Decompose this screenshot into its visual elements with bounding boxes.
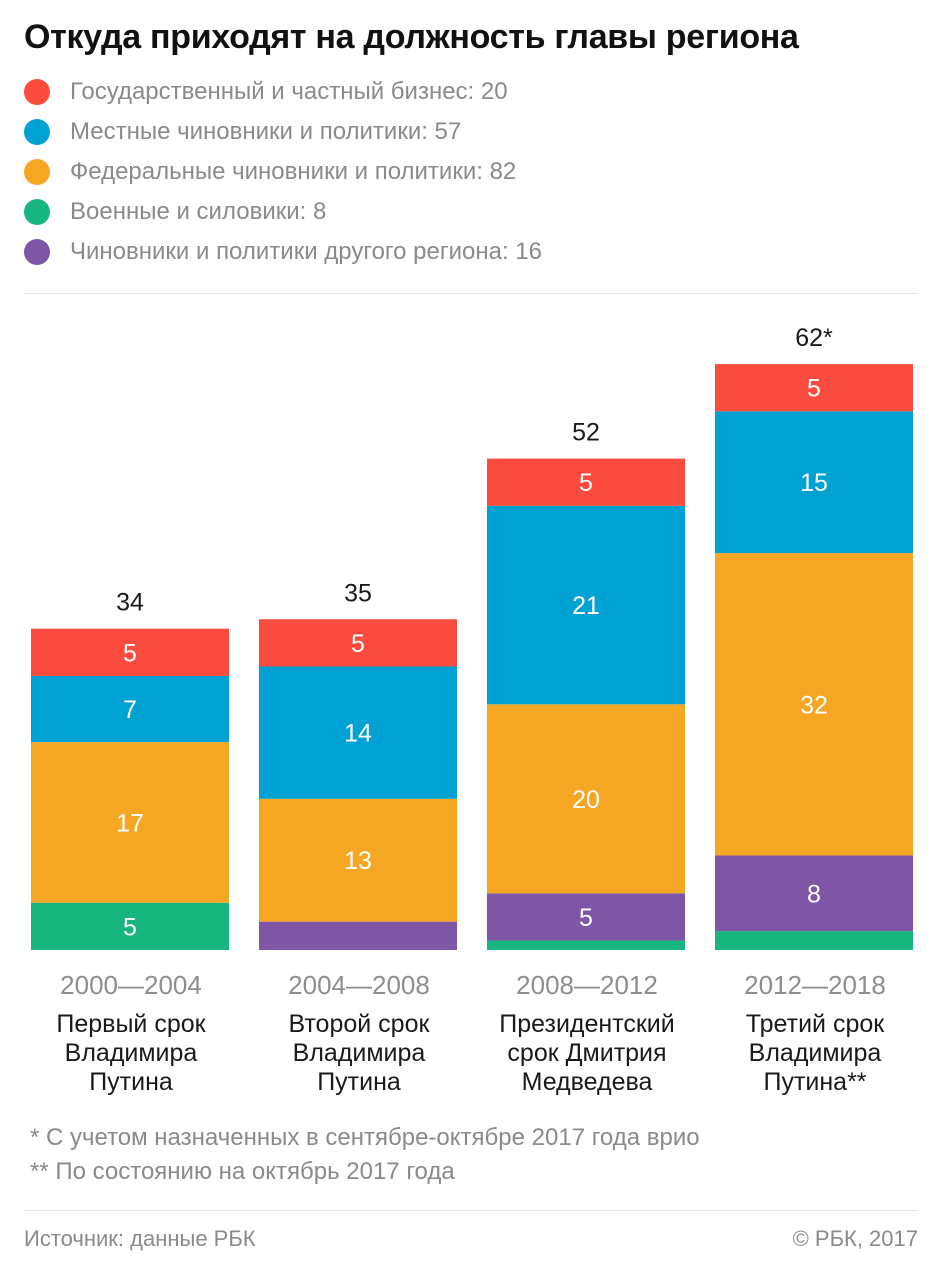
- legend-label-federal: Федеральные чиновники и политики: 82: [70, 158, 517, 185]
- legend: Государственный и частный бизнес: 20 Мес…: [24, 72, 542, 272]
- period-label-4: 2012—2018: [744, 970, 886, 1000]
- bar-segment-business-4: [715, 364, 913, 412]
- chart-title: Откуда приходят на должность главы регио…: [24, 18, 799, 56]
- bar-segment-business-2: [259, 619, 457, 667]
- source-text: Источник: данные РБК: [24, 1226, 256, 1251]
- divider-bottom: [24, 1210, 918, 1211]
- bar-segment-local-1: [31, 675, 229, 743]
- value-label-local-4: 15: [800, 469, 828, 497]
- value-label-local-1: 7: [123, 696, 137, 724]
- bar-segment-federal-2: [259, 798, 457, 922]
- bar-segment-local-2: [259, 666, 457, 799]
- bar-segment-other-region-4: [715, 855, 913, 932]
- bar-segment-federal-3: [487, 704, 685, 894]
- total-label-4: 62*: [795, 324, 833, 352]
- divider-top: [24, 293, 918, 294]
- value-label-business-1: 5: [123, 639, 137, 667]
- legend-swatch-business: [24, 79, 50, 105]
- period-description-4: Третий срок Владимира Путина**: [745, 1010, 885, 1096]
- period-description-1: Первый срок Владимира Путина: [56, 1010, 206, 1096]
- legend-swatch-other-region: [24, 239, 50, 265]
- bar-segment-federal-1: [31, 742, 229, 903]
- bar-segment-other-region-2: [259, 921, 457, 950]
- value-label-federal-2: 13: [344, 847, 372, 875]
- legend-label-other-region: Чиновники и политики другого региона: 16: [70, 238, 542, 265]
- legend-item-federal: Федеральные чиновники и политики: 82: [24, 152, 542, 192]
- bar-segment-military-1: [31, 902, 229, 950]
- bar-segment-local-4: [715, 411, 913, 554]
- bar-segment-military-4: [715, 931, 913, 950]
- legend-label-military: Военные и силовики: 8: [70, 198, 327, 225]
- period-description-3: Президентский срок Дмитрия Медведева: [499, 1010, 675, 1096]
- bar-segment-federal-4: [715, 553, 913, 856]
- legend-label-business: Государственный и частный бизнес: 20: [70, 78, 508, 105]
- value-label-federal-3: 20: [572, 786, 600, 814]
- footnote-2: ** По состоянию на октябрь 2017 года: [30, 1158, 455, 1185]
- legend-item-military: Военные и силовики: 8: [24, 192, 542, 232]
- period-description-2: Второй срок Владимира Путина: [288, 1010, 430, 1096]
- total-label-1: 34: [116, 589, 144, 617]
- value-label-federal-1: 17: [116, 809, 144, 837]
- value-label-local-3: 21: [572, 592, 600, 620]
- total-label-2: 35: [344, 579, 372, 607]
- value-label-business-4: 5: [807, 375, 821, 403]
- bar-segment-other-region-3: [487, 893, 685, 941]
- value-label-military-1: 5: [123, 913, 137, 941]
- legend-swatch-federal: [24, 159, 50, 185]
- period-label-3: 2008—2012: [516, 970, 658, 1000]
- bar-segment-military-3: [487, 940, 685, 950]
- stacked-bar-chart: 5 17 7 5 34 13 14 5 35 5 20 21 5 52 8 32 15 5 62*: [31, 324, 913, 950]
- footnote-1: * С учетом назначенных в сентябре-октябр…: [30, 1124, 700, 1151]
- value-label-business-3: 5: [579, 469, 593, 497]
- legend-label-local: Местные чиновники и политики: 57: [70, 118, 462, 145]
- legend-swatch-local: [24, 119, 50, 145]
- value-label-other-region-4: 8: [807, 880, 821, 908]
- bar-segment-local-3: [487, 505, 685, 705]
- legend-item-local: Местные чиновники и политики: 57: [24, 112, 542, 152]
- legend-item-other-region: Чиновники и политики другого региона: 16: [24, 232, 542, 272]
- value-label-federal-4: 32: [800, 691, 828, 719]
- legend-item-business: Государственный и частный бизнес: 20: [24, 72, 542, 112]
- copyright-text: © РБК, 2017: [792, 1226, 918, 1251]
- value-label-business-2: 5: [351, 630, 365, 658]
- value-label-other-region-3: 5: [579, 904, 593, 932]
- bar-segment-business-3: [487, 458, 685, 506]
- period-label-2: 2004—2008: [288, 970, 430, 1000]
- total-label-3: 52: [572, 419, 600, 447]
- period-label-1: 2000—2004: [60, 970, 202, 1000]
- bar-segment-business-1: [31, 628, 229, 676]
- value-label-local-2: 14: [344, 720, 372, 748]
- legend-swatch-military: [24, 199, 50, 225]
